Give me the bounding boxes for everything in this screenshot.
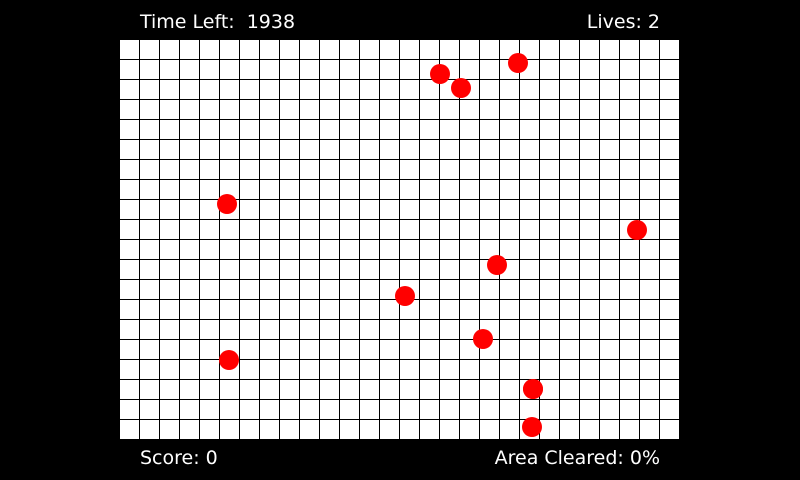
red-ball-icon [219, 350, 239, 370]
red-ball-icon [217, 194, 237, 214]
time-left-value: 1938 [246, 11, 296, 33]
red-ball-icon [508, 53, 528, 73]
game-grid[interactable] [120, 40, 680, 440]
time-left-label: Time Left: [140, 11, 235, 33]
red-ball-icon [430, 64, 450, 84]
red-ball-icon [522, 417, 542, 437]
red-ball-icon [523, 379, 543, 399]
red-ball-icon [473, 329, 493, 349]
red-ball-icon [395, 286, 415, 306]
area-cleared-display: Area Cleared: 0% [494, 447, 660, 469]
time-left-display: Time Left: 1938 [140, 10, 295, 34]
red-ball-icon [627, 220, 647, 240]
red-ball-icon [487, 255, 507, 275]
score-display: Score: 0 [140, 447, 218, 469]
red-ball-icon [451, 78, 471, 98]
lives-display: Lives: 2 [586, 11, 660, 33]
